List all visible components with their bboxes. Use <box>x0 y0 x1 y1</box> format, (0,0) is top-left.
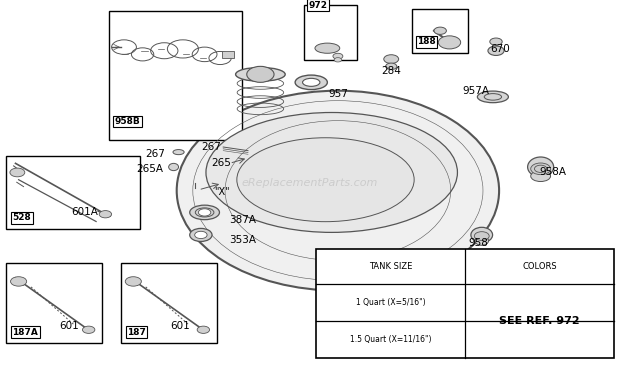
Ellipse shape <box>190 205 219 220</box>
Circle shape <box>534 165 547 172</box>
Text: eReplacementParts.com: eReplacementParts.com <box>242 178 378 188</box>
Circle shape <box>195 231 207 239</box>
Text: 187A: 187A <box>12 328 38 337</box>
Text: 284: 284 <box>381 66 401 76</box>
Bar <box>6 156 140 229</box>
Text: "X": "X" <box>214 188 229 197</box>
Text: 265: 265 <box>211 158 231 168</box>
Ellipse shape <box>177 91 499 291</box>
Ellipse shape <box>471 227 493 243</box>
Bar <box>412 9 468 53</box>
Ellipse shape <box>477 91 508 103</box>
Bar <box>316 249 614 358</box>
Ellipse shape <box>173 150 184 155</box>
Ellipse shape <box>315 43 340 53</box>
Bar <box>304 5 356 60</box>
Text: 972: 972 <box>309 1 328 10</box>
Text: 957A: 957A <box>462 86 489 96</box>
Circle shape <box>490 38 502 45</box>
Text: 267: 267 <box>146 149 166 159</box>
Circle shape <box>125 277 141 286</box>
Text: 957: 957 <box>329 89 348 99</box>
Circle shape <box>333 53 343 59</box>
Text: 1 Quart (X=5/16"): 1 Quart (X=5/16") <box>356 297 425 307</box>
Text: 188: 188 <box>417 37 436 46</box>
Text: 387A: 387A <box>229 215 257 225</box>
Circle shape <box>197 326 210 333</box>
Text: 267: 267 <box>202 142 221 152</box>
Circle shape <box>488 46 504 55</box>
Ellipse shape <box>528 157 554 177</box>
Ellipse shape <box>303 78 320 87</box>
Circle shape <box>247 66 274 82</box>
Text: 1.5 Quart (X=11/16"): 1.5 Quart (X=11/16") <box>350 335 432 344</box>
Circle shape <box>99 211 112 218</box>
Circle shape <box>384 55 399 64</box>
Circle shape <box>10 168 25 177</box>
Circle shape <box>434 27 446 34</box>
Ellipse shape <box>206 112 458 233</box>
Text: 601A: 601A <box>71 207 98 218</box>
Ellipse shape <box>169 164 179 170</box>
Ellipse shape <box>531 170 551 181</box>
Text: 265A: 265A <box>136 164 164 174</box>
Ellipse shape <box>484 93 502 100</box>
Ellipse shape <box>237 138 414 222</box>
Circle shape <box>11 277 27 286</box>
Text: 601: 601 <box>170 321 190 331</box>
Circle shape <box>198 209 211 216</box>
Circle shape <box>334 58 342 62</box>
Circle shape <box>438 36 461 49</box>
Ellipse shape <box>295 75 327 90</box>
Circle shape <box>82 326 95 333</box>
Text: TANK SIZE: TANK SIZE <box>369 262 412 271</box>
Text: 528: 528 <box>12 214 31 222</box>
Circle shape <box>531 163 551 174</box>
Circle shape <box>386 63 397 70</box>
Text: 958B: 958B <box>115 117 141 126</box>
Text: 353A: 353A <box>229 235 257 245</box>
Text: 958A: 958A <box>539 168 567 177</box>
Text: COLORS: COLORS <box>522 262 557 271</box>
Bar <box>108 11 242 140</box>
Text: 670: 670 <box>490 44 510 54</box>
Text: 601: 601 <box>59 321 79 331</box>
Bar <box>6 263 102 343</box>
Text: SEE REF. 972: SEE REF. 972 <box>499 316 580 326</box>
Bar <box>222 51 234 58</box>
Ellipse shape <box>236 68 285 81</box>
Circle shape <box>190 228 212 242</box>
Ellipse shape <box>475 236 489 245</box>
Text: 958: 958 <box>468 238 488 248</box>
Ellipse shape <box>195 208 214 217</box>
Text: 187: 187 <box>127 328 146 337</box>
Circle shape <box>474 232 489 241</box>
Bar <box>121 263 217 343</box>
